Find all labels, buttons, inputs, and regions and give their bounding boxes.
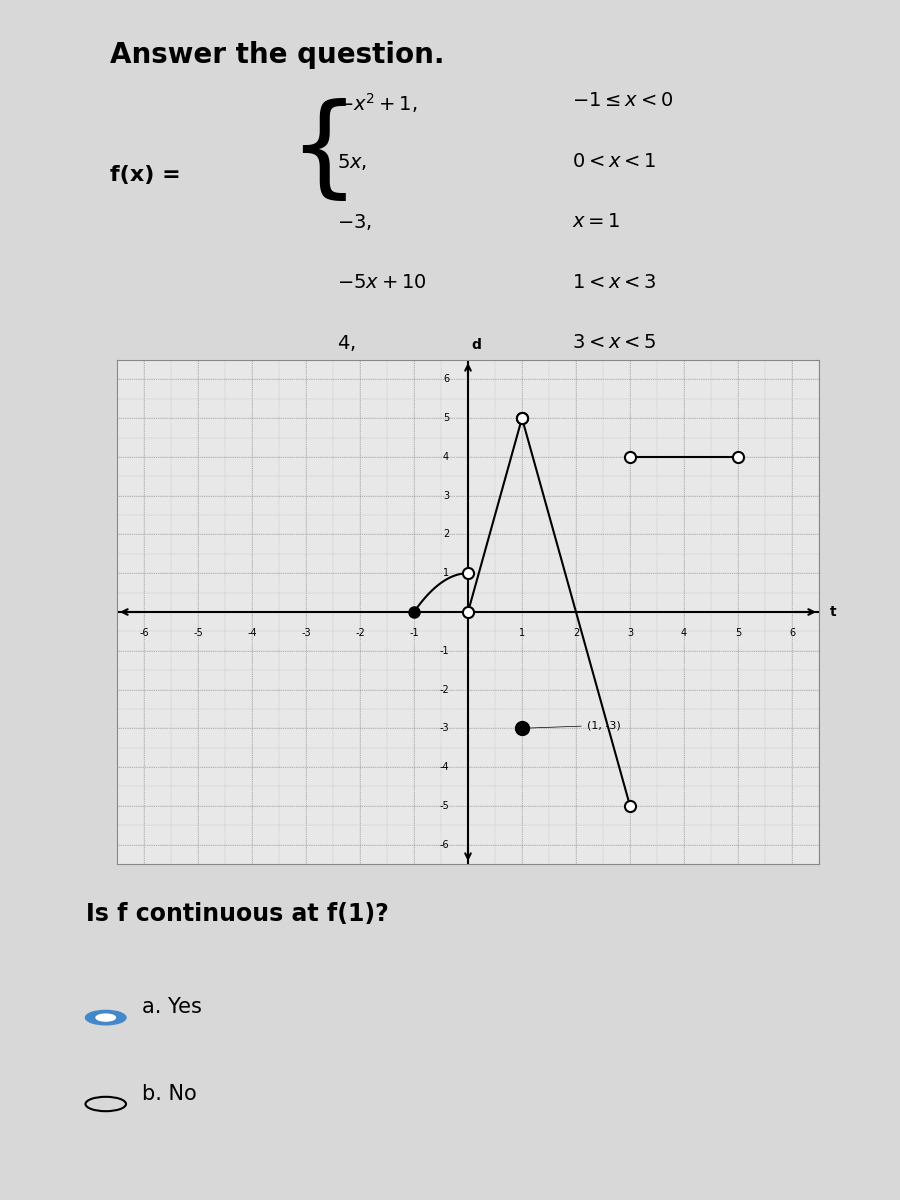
- Text: -5: -5: [439, 800, 449, 811]
- Text: 5: 5: [443, 413, 449, 424]
- Text: 2: 2: [573, 628, 579, 637]
- Text: -5: -5: [194, 628, 202, 637]
- Text: 4: 4: [681, 628, 687, 637]
- Text: (1, -3): (1, -3): [525, 720, 621, 731]
- Text: b. No: b. No: [142, 1084, 197, 1104]
- Text: $-3,$: $-3,$: [337, 212, 372, 232]
- Text: {: {: [288, 98, 359, 205]
- Text: -2: -2: [439, 684, 449, 695]
- Text: $3 < x < 5$: $3 < x < 5$: [572, 334, 656, 352]
- Text: 1: 1: [443, 569, 449, 578]
- Text: $5x,$: $5x,$: [337, 151, 367, 172]
- Text: -4: -4: [439, 762, 449, 772]
- Text: t: t: [830, 605, 836, 619]
- Text: -1: -1: [410, 628, 418, 637]
- Text: f(x) =: f(x) =: [110, 166, 188, 185]
- Text: $4,$: $4,$: [337, 334, 356, 353]
- Text: 3: 3: [627, 628, 633, 637]
- Text: $1 < x < 3$: $1 < x < 3$: [572, 272, 656, 292]
- Text: 4: 4: [443, 452, 449, 462]
- Text: -6: -6: [439, 840, 449, 850]
- Circle shape: [96, 1014, 115, 1021]
- Text: $-5x + 10$: $-5x + 10$: [337, 272, 427, 292]
- Text: 5: 5: [735, 628, 741, 637]
- Text: Answer the question.: Answer the question.: [110, 41, 445, 68]
- Text: 2: 2: [443, 529, 449, 540]
- Text: -3: -3: [302, 628, 310, 637]
- Text: 6: 6: [443, 374, 449, 384]
- Text: -6: -6: [140, 628, 148, 637]
- Text: -2: -2: [356, 628, 364, 637]
- Text: $-1 \leq x < 0$: $-1 \leq x < 0$: [572, 91, 672, 110]
- Text: 3: 3: [443, 491, 449, 500]
- Text: -1: -1: [439, 646, 449, 655]
- Text: d: d: [472, 338, 481, 353]
- Text: $0 < x < 1$: $0 < x < 1$: [572, 151, 656, 170]
- Text: -4: -4: [248, 628, 256, 637]
- Text: $x = 1$: $x = 1$: [572, 212, 620, 232]
- Text: a. Yes: a. Yes: [142, 997, 202, 1018]
- Circle shape: [86, 1010, 126, 1025]
- Text: -3: -3: [439, 724, 449, 733]
- Text: Is f continuous at f(1)?: Is f continuous at f(1)?: [86, 902, 388, 926]
- Text: 6: 6: [789, 628, 795, 637]
- Text: $-x^2+1,$: $-x^2+1,$: [337, 91, 418, 115]
- Text: 1: 1: [519, 628, 525, 637]
